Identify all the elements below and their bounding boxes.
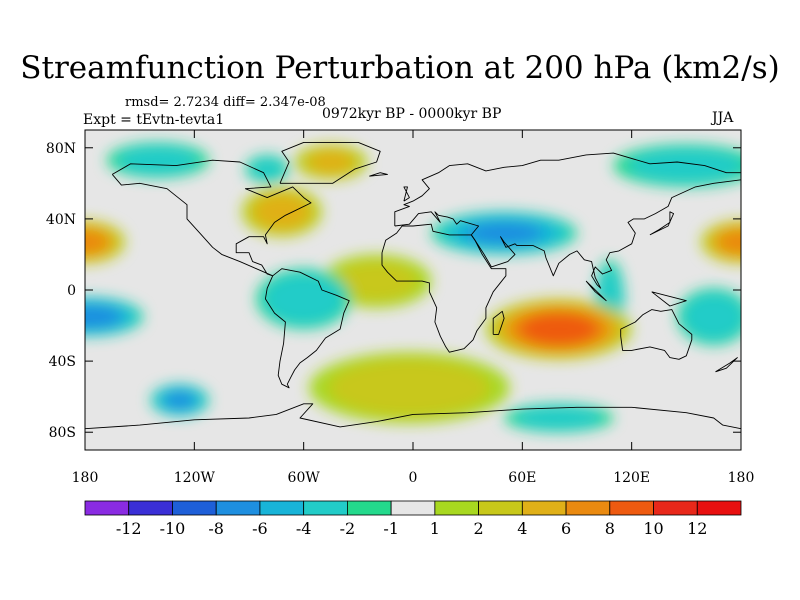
colorbar-swatch: [610, 501, 654, 515]
colorbar-label: -12: [116, 519, 142, 538]
colorbar-label: 12: [687, 519, 707, 538]
chart-canvas: 180 120W 60W 0 60E 120E 180 80N40N040S80S -12-…: [0, 0, 800, 600]
x-tick-label: 60E: [508, 470, 536, 486]
anomaly-cell: [151, 384, 209, 416]
colorbar-swatch: [391, 501, 435, 515]
colorbar-label: 4: [517, 519, 527, 538]
colorbar-label: -10: [160, 519, 186, 538]
colorbar-label: -1: [383, 519, 399, 538]
colorbar-swatch: [479, 501, 523, 515]
colorbar-label: 8: [605, 519, 615, 538]
colorbar-label: 1: [430, 519, 440, 538]
colorbar-swatch: [172, 501, 216, 515]
colorbar-label: 10: [643, 519, 663, 538]
colorbar-label: -4: [296, 519, 312, 538]
y-tick-label: 0: [67, 283, 76, 299]
y-tick-label: 40S: [49, 354, 76, 370]
anomaly-cell: [107, 142, 209, 178]
colorbar-swatch: [522, 501, 566, 515]
colorbar: -12 -10 -8 -6 -4 -2 -1 1 2 4 6 8 10 12: [85, 501, 741, 538]
anomaly-cell: [486, 299, 632, 359]
x-tick-label: 180: [728, 470, 755, 486]
colorbar-label: -8: [208, 519, 224, 538]
colorbar-label: 2: [474, 519, 484, 538]
colorbar-label: 6: [561, 519, 571, 538]
colorbar-label: -6: [252, 519, 268, 538]
colorbar-swatch: [566, 501, 610, 515]
colorbar-swatch: [654, 501, 698, 515]
y-tick-label: 80S: [49, 425, 76, 441]
colorbar-swatch: [85, 501, 129, 515]
colorbar-swatch: [697, 501, 741, 515]
x-tick-label: 0: [409, 470, 418, 486]
colorbar-label: -2: [340, 519, 356, 538]
anomaly-cell: [677, 288, 750, 345]
anomaly-cell: [431, 212, 577, 255]
anomaly-cell: [309, 352, 509, 423]
x-tick-label: 120W: [174, 470, 216, 486]
y-tick-label: 40N: [46, 212, 76, 228]
anomaly-cell: [295, 144, 368, 180]
plot-area: [34, 130, 781, 450]
y-tick-label: 80N: [46, 141, 76, 157]
colorbar-swatch: [435, 501, 479, 515]
anomaly-cell: [256, 269, 351, 329]
colorbar-swatch: [129, 501, 173, 515]
anomaly-cell: [34, 297, 143, 336]
x-tick-label: 180: [72, 470, 99, 486]
colorbar-swatch: [216, 501, 260, 515]
x-tick-label: 120E: [613, 470, 650, 486]
x-tick-label: 60W: [288, 470, 321, 486]
colorbar-swatch: [260, 501, 304, 515]
colorbar-swatch: [304, 501, 348, 515]
anomaly-cell: [242, 187, 322, 237]
colorbar-swatch: [347, 501, 391, 515]
